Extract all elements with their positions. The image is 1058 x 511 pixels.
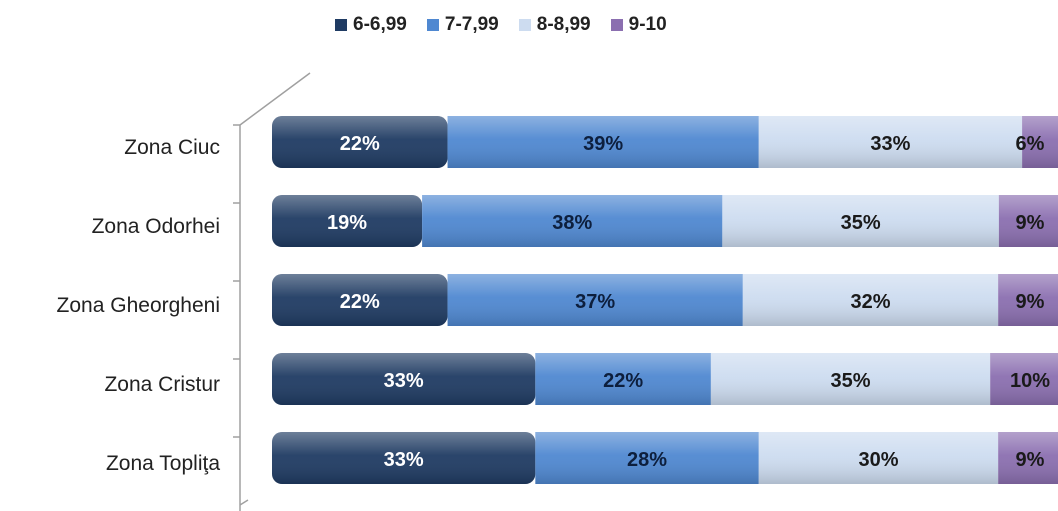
bar-segment-shine	[422, 195, 723, 247]
bar-segment-shine	[272, 353, 536, 405]
bar-segment-shine	[447, 116, 759, 168]
category-label: Zona Odorhei	[92, 215, 220, 238]
data-label: 33%	[384, 370, 424, 392]
bar-segment-shine	[535, 353, 711, 405]
data-label: 9%	[1016, 212, 1045, 234]
data-label: 22%	[603, 370, 643, 392]
legend-swatch	[610, 19, 623, 31]
legend-swatch	[426, 19, 439, 31]
bar-segment-shine	[272, 116, 448, 168]
data-label: 6%	[1016, 133, 1045, 155]
bar-segment-shine	[722, 195, 999, 247]
data-label: 33%	[870, 133, 910, 155]
bar-segment-shine	[272, 195, 423, 247]
bar-segment-shine	[1022, 116, 1058, 168]
legend-item: 8-8,99	[518, 14, 591, 36]
bar-segment-shine	[447, 274, 743, 326]
legend: 6-6,99 7-7,99 8-8,99 9-10	[335, 14, 667, 36]
legend-item: 9-10	[610, 14, 667, 36]
bar-segment-shine	[272, 274, 448, 326]
data-label: 22%	[340, 291, 380, 313]
data-label: 35%	[831, 370, 871, 392]
data-label: 22%	[340, 133, 380, 155]
category-label: Zona Gheorgheni	[57, 294, 220, 317]
bar-segment-shine	[758, 116, 1023, 168]
legend-label: 7-7,99	[444, 14, 499, 35]
legend-item: 7-7,99	[426, 14, 499, 36]
data-label: 30%	[858, 449, 898, 471]
data-label: 39%	[583, 133, 623, 155]
y-axis-line	[239, 72, 311, 511]
bar-segment-shine	[535, 432, 759, 484]
bar-segment-shine	[990, 353, 1058, 405]
bar-segment-shine	[758, 432, 999, 484]
bar-segment-shine	[998, 432, 1058, 484]
bar-segment-shine	[998, 195, 1058, 247]
data-label: 33%	[384, 449, 424, 471]
bar-segment-shine	[710, 353, 991, 405]
data-label: 9%	[1016, 291, 1045, 313]
data-label: 9%	[1016, 449, 1045, 471]
category-label: Zona Cristur	[104, 373, 220, 396]
legend-item: 6-6,99	[335, 14, 407, 36]
data-label: 37%	[575, 291, 615, 313]
legend-swatch	[518, 19, 531, 31]
bar-segment-shine	[998, 274, 1058, 326]
category-label: Zona Topliţa	[106, 452, 220, 475]
legend-label: 6-6,99	[353, 14, 407, 35]
data-label: 28%	[627, 449, 667, 471]
legend-swatch	[335, 19, 347, 31]
category-label: Zona Ciuc	[124, 136, 220, 159]
legend-label: 9-10	[628, 14, 667, 35]
legend-label: 8-8,99	[536, 14, 591, 35]
data-label: 38%	[552, 212, 592, 234]
data-label: 19%	[327, 212, 367, 234]
bar-segment-shine	[742, 274, 999, 326]
data-label: 32%	[850, 291, 890, 313]
data-label: 10%	[1010, 370, 1050, 392]
bar-segment-shine	[272, 432, 536, 484]
data-label: 35%	[841, 212, 881, 234]
